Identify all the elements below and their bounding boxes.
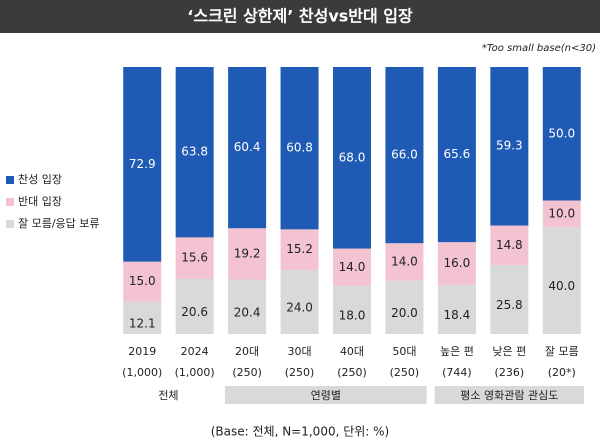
- legend-label: 찬성 입장: [18, 172, 62, 186]
- legend-label: 잘 모름/응답 보류: [18, 217, 100, 230]
- sample-size: (250): [285, 366, 315, 379]
- legend-swatch: [6, 198, 14, 206]
- value-label: 63.8: [181, 145, 208, 159]
- group-label: 평소 영화관람 관심도: [460, 389, 558, 402]
- value-label: 60.4: [234, 140, 261, 154]
- value-label: 40.0: [548, 279, 575, 293]
- bar-segment: [280, 67, 319, 230]
- value-label: 10.0: [548, 206, 575, 220]
- sample-size: (20*): [548, 366, 576, 379]
- value-label: 15.0: [129, 274, 156, 288]
- x-tick-label: 잘 모름: [545, 345, 579, 358]
- sample-size: (250): [232, 366, 262, 379]
- group-band: [434, 386, 584, 404]
- sample-size: (744): [442, 366, 472, 379]
- bar-segment: [333, 285, 371, 334]
- bar-segment: [123, 67, 162, 262]
- group-label: 전체: [158, 389, 178, 402]
- value-label: 25.8: [496, 298, 523, 312]
- value-label: 72.9: [129, 157, 156, 171]
- bar-segment: [175, 237, 214, 279]
- x-tick-label: 40대: [340, 345, 364, 358]
- bar-segment: [175, 67, 214, 238]
- note: *Too small base(n<30): [482, 43, 596, 54]
- sample-size: (250): [390, 366, 420, 379]
- value-label: 60.8: [286, 141, 313, 155]
- base-note: (Base: 전체, N=1,000, 단위: %): [211, 425, 390, 439]
- bar-segment: [385, 67, 424, 244]
- x-tick-label: 50대: [392, 345, 416, 358]
- bar-segment: [280, 269, 319, 334]
- x-tick-label: 20대: [235, 345, 259, 358]
- value-label: 16.0: [444, 256, 471, 270]
- group-label: 연령별: [311, 389, 341, 402]
- value-label: 14.0: [391, 254, 418, 268]
- chart-title: ‘스크린 상한제’ 찬성vs반대 입장: [187, 7, 413, 26]
- bar-segment: [280, 229, 319, 270]
- bar-segment: [228, 67, 267, 229]
- bar-segment: [437, 242, 476, 285]
- bar-segment: [123, 301, 162, 334]
- bar-segment: [228, 228, 267, 280]
- value-label: 19.2: [234, 246, 261, 260]
- x-tick-label: 2024: [181, 345, 209, 358]
- sample-size: (236): [495, 366, 525, 379]
- bar-segment: [490, 265, 529, 334]
- bar-segment: [385, 280, 424, 334]
- bar-segment: [385, 243, 424, 281]
- value-label: 14.0: [339, 260, 366, 274]
- bar-segment: [490, 225, 529, 266]
- value-label: 15.2: [286, 242, 313, 256]
- value-label: 15.6: [181, 251, 208, 265]
- legend-swatch: [6, 176, 14, 184]
- bar-segment: [228, 279, 267, 334]
- bar-segment: [490, 67, 529, 226]
- value-label: 65.6: [444, 147, 471, 161]
- value-label: 59.3: [496, 139, 523, 153]
- x-tick-label: 높은 편: [440, 345, 474, 358]
- sample-size: (1,000): [175, 366, 215, 379]
- value-label: 24.0: [286, 300, 313, 314]
- bar-segment: [333, 67, 371, 249]
- legend-swatch: [6, 220, 14, 228]
- bar-segment: [542, 200, 581, 228]
- bar-segment: [333, 248, 371, 286]
- value-label: 50.0: [548, 126, 575, 140]
- value-label: 18.0: [339, 308, 366, 322]
- value-label: 66.0: [391, 148, 418, 162]
- bar-segment: [437, 284, 476, 334]
- value-label: 14.8: [496, 238, 523, 252]
- bar-segment: [437, 67, 476, 243]
- title-banner: [0, 0, 600, 33]
- x-tick-label: 2019: [128, 345, 156, 358]
- sample-size: (250): [337, 366, 367, 379]
- value-label: 20.0: [391, 306, 418, 320]
- value-label: 68.0: [339, 150, 366, 164]
- value-label: 20.4: [234, 305, 261, 319]
- legend-label: 반대 입장: [18, 195, 62, 208]
- bar-segment: [542, 227, 581, 334]
- value-label: 20.6: [181, 305, 208, 319]
- value-label: 12.1: [129, 316, 156, 330]
- x-tick-label: 낮은 편: [492, 345, 526, 358]
- bar-segment: [123, 261, 162, 302]
- value-label: 18.4: [444, 308, 471, 322]
- group-band: [224, 386, 427, 404]
- bar-segment: [542, 67, 581, 201]
- x-tick-label: 30대: [287, 345, 311, 358]
- bar-segment: [175, 278, 214, 334]
- sample-size: (1,000): [122, 366, 162, 379]
